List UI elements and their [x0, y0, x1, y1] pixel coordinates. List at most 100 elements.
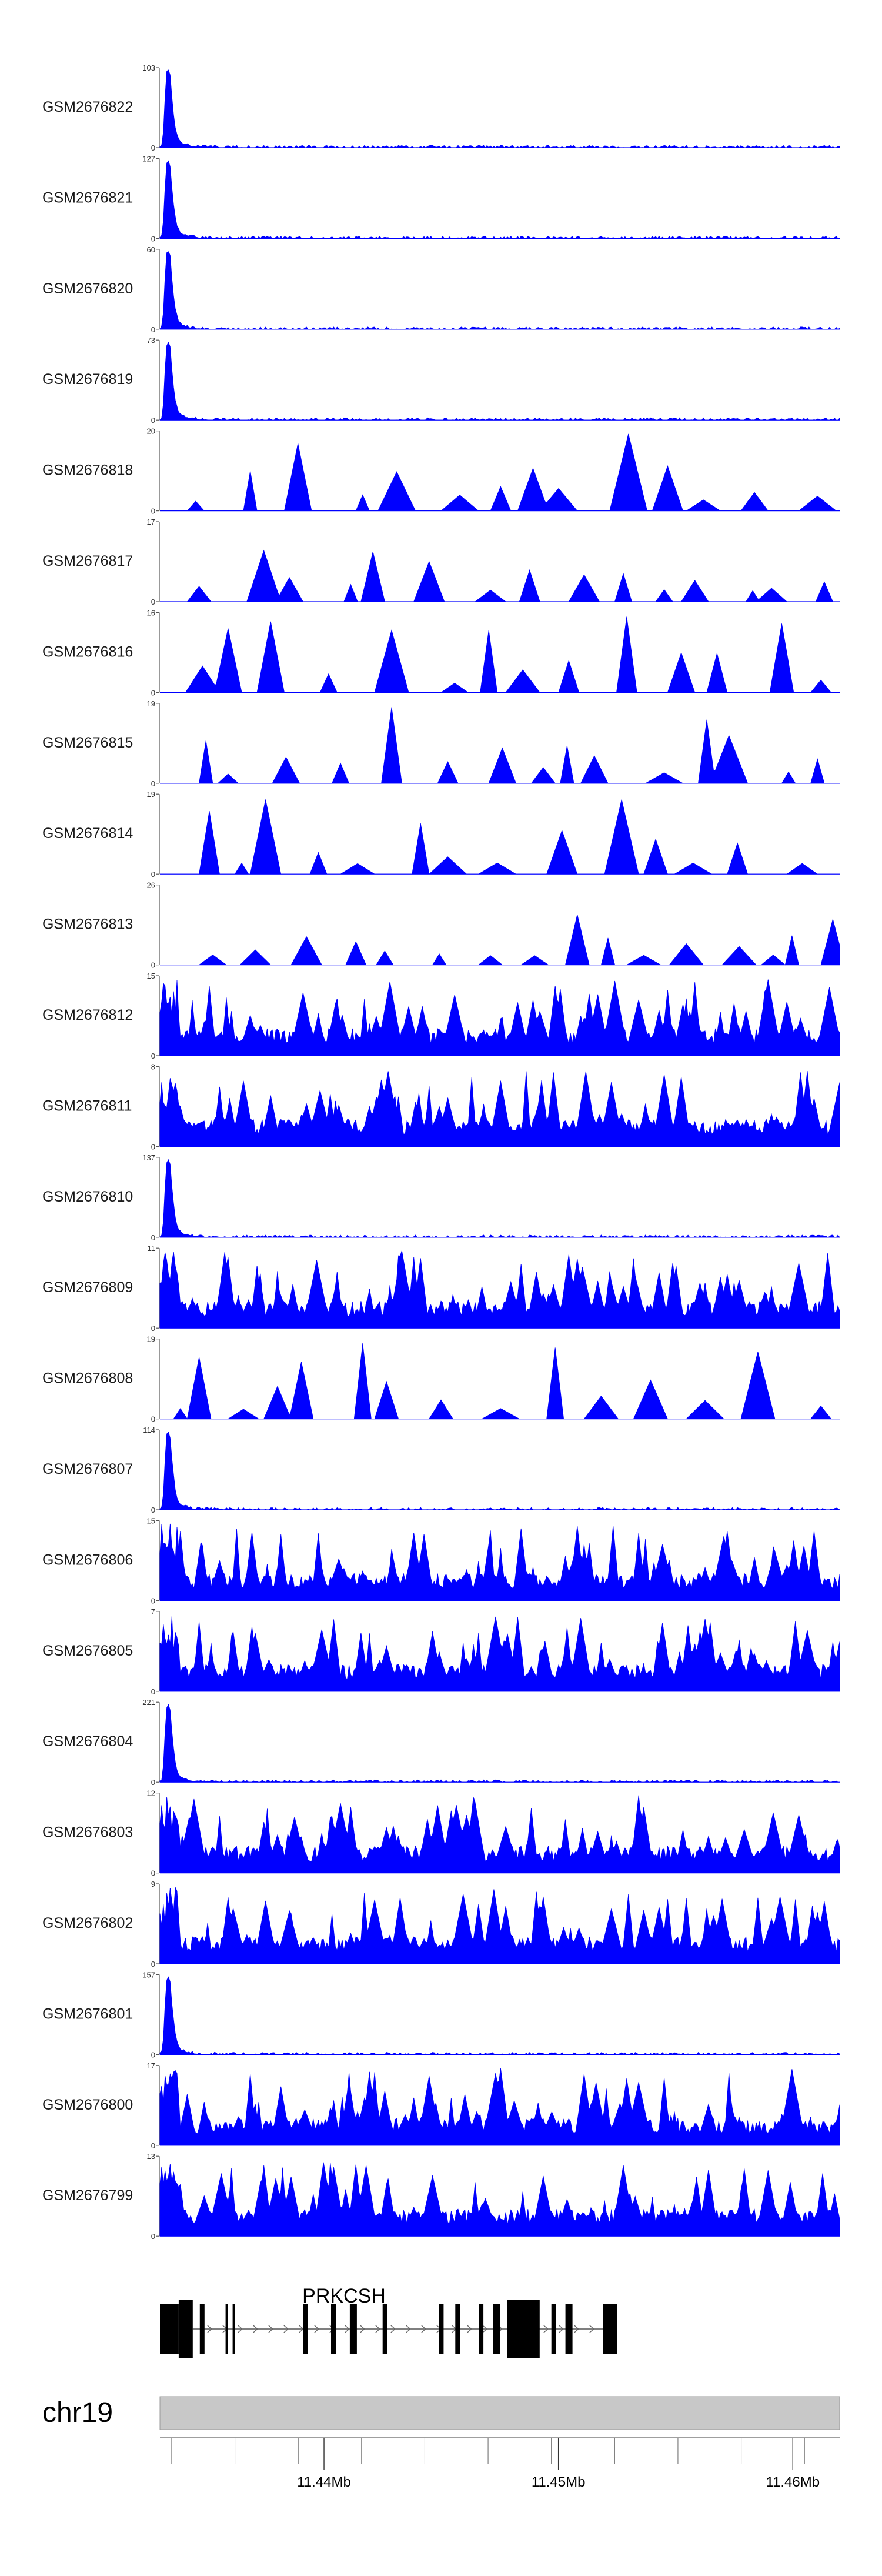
track-GSM2676812: 15 0 GSM2676812: [42, 972, 840, 1060]
track-GSM2676821: 127 0 GSM2676821: [42, 154, 840, 243]
strand-arrow: [314, 2325, 319, 2333]
coverage-area: [160, 1343, 840, 1420]
track-GSM2676819: 73 0 GSM2676819: [42, 336, 840, 425]
coverage-area: [159, 979, 840, 1056]
track-sample-label: GSM2676814: [42, 825, 133, 842]
track-ymin-label: 0: [151, 2232, 155, 2241]
coverage-area: [159, 2162, 840, 2237]
chromosome-ideogram: [159, 2396, 840, 2430]
track-ymin-label: 0: [151, 1142, 155, 1151]
coverage-area: [160, 616, 840, 693]
track-sample-label: GSM2676810: [42, 1189, 133, 1205]
track-GSM2676806: 15 0 GSM2676806: [42, 1516, 840, 1605]
track-GSM2676807: 114 0 GSM2676807: [42, 1426, 841, 1514]
track-GSM2676805: 7 0 GSM2676805: [42, 1607, 840, 1696]
track-GSM2676813: 26 0 GSM2676813: [42, 881, 840, 970]
track-GSM2676801: 157 0 GSM2676801: [42, 1970, 840, 2059]
coverage-area: [160, 799, 840, 875]
track-sample-label: GSM2676815: [42, 735, 133, 751]
track-ymax-label: 12: [147, 1789, 155, 1798]
track-sample-label: GSM2676817: [42, 553, 133, 569]
track-sample-label: GSM2676800: [42, 2097, 133, 2113]
track-sample-label: GSM2676813: [42, 916, 133, 933]
strand-arrow: [574, 2325, 579, 2333]
track-GSM2676814: 19 0 GSM2676814: [42, 790, 840, 879]
track-ymin-label: 0: [151, 2141, 155, 2150]
strand-arrow: [467, 2325, 472, 2333]
gene-exon: [199, 2304, 205, 2354]
coverage-area: [159, 251, 840, 330]
coverage-area: [159, 1159, 840, 1238]
strand-arrow: [268, 2325, 273, 2333]
coverage-area: [159, 342, 840, 421]
strand-arrow: [543, 2325, 549, 2333]
track-ymax-label: 15: [147, 1516, 155, 1525]
track-ymin-label: 0: [151, 1960, 155, 1968]
track-ymax-label: 13: [147, 2152, 155, 2161]
strand-arrow: [253, 2325, 258, 2333]
track-ymax-label: 19: [147, 790, 155, 799]
track-ymin-label: 0: [151, 1506, 155, 1514]
track-sample-label: GSM2676811: [42, 1097, 132, 1114]
gene-exon: [603, 2304, 617, 2354]
track-ymax-label: 114: [143, 1426, 155, 1434]
coverage-tracks: 1030GSM26768221270GSM2676821600GSM267682…: [42, 64, 841, 2241]
track-ymax-label: 19: [147, 699, 155, 708]
track-sample-label: GSM2676804: [42, 1733, 133, 1750]
track-ymax-label: 20: [147, 427, 155, 436]
gene-exon: [178, 2300, 193, 2358]
gene-name-label: PRKCSH: [302, 2285, 386, 2307]
track-ymin-label: 0: [151, 688, 155, 697]
track-ymax-label: 137: [142, 1153, 155, 1162]
chromosome-label: chr19: [42, 2397, 113, 2428]
track-ymax-label: 11: [148, 1244, 156, 1253]
track-GSM2676820: 60 0 GSM2676820: [42, 245, 840, 334]
strand-arrow: [360, 2325, 365, 2333]
track-sample-label: GSM2676807: [42, 1461, 133, 1477]
track-ymax-label: 157: [142, 1970, 155, 1979]
track-GSM2676802: 9 0 GSM2676802: [42, 1880, 840, 1968]
track-ymin-label: 0: [151, 1596, 155, 1605]
track-ymax-label: 19: [147, 1335, 155, 1344]
track-sample-label: GSM2676803: [42, 1824, 133, 1841]
coverage-area: [159, 1616, 840, 1692]
axis-tick-label: 11.45Mb: [532, 2474, 586, 2490]
track-GSM2676817: 17 0 GSM2676817: [42, 518, 840, 606]
track-ymin-label: 0: [151, 234, 155, 243]
strand-arrow: [406, 2325, 411, 2333]
track-ymin-label: 0: [151, 416, 155, 425]
track-sample-label: GSM2676809: [42, 1279, 133, 1296]
track-ymin-label: 0: [151, 1052, 155, 1060]
track-ymin-label: 0: [151, 961, 155, 970]
track-sample-label: GSM2676819: [42, 371, 133, 388]
track-GSM2676815: 19 0 GSM2676815: [42, 699, 840, 788]
strand-arrow: [482, 2325, 487, 2333]
track-ymax-label: 7: [151, 1607, 155, 1616]
track-sample-label: GSM2676801: [42, 2006, 133, 2022]
strand-arrow: [238, 2325, 243, 2333]
gene-exon: [493, 2304, 500, 2354]
coverage-area: [159, 1795, 840, 1873]
coverage-area: [159, 160, 840, 239]
track-sample-label: GSM2676806: [42, 1551, 133, 1568]
coverage-area: [160, 707, 840, 784]
track-ymin-label: 0: [151, 1324, 155, 1333]
track-GSM2676809: 11 0 GSM2676809: [42, 1244, 840, 1333]
track-ymax-label: 16: [147, 608, 155, 617]
gene-model-track: PRKCSH: [160, 2285, 617, 2358]
track-GSM2676816: 16 0 GSM2676816: [42, 608, 840, 697]
track-ymax-label: 17: [147, 2061, 155, 2070]
track-ymin-label: 0: [151, 870, 155, 879]
track-ymin-label: 0: [151, 1869, 155, 1878]
track-GSM2676811: 8 0 GSM2676811: [42, 1062, 840, 1151]
coverage-area: [159, 1523, 840, 1601]
track-GSM2676804: 221 0 GSM2676804: [42, 1698, 840, 1787]
track-GSM2676799: 13 0 GSM2676799: [42, 2152, 840, 2241]
strand-arrow: [559, 2325, 564, 2333]
track-ymax-label: 60: [147, 245, 155, 254]
gene-exon: [565, 2304, 573, 2354]
gene-exon: [349, 2304, 357, 2354]
coverage-area: [159, 1704, 840, 1783]
axis-tick-label: 11.46Mb: [766, 2474, 820, 2490]
